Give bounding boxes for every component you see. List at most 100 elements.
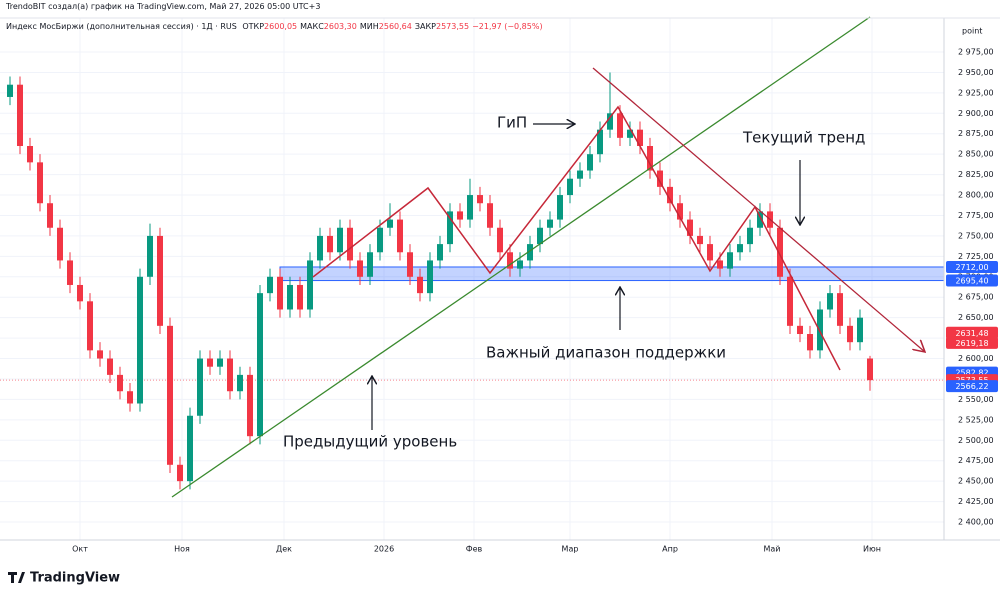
candle-body [437, 244, 443, 261]
price-label-box [946, 326, 998, 339]
candle-body [387, 219, 393, 228]
candle-body [817, 309, 823, 351]
change: −21,97 (−0,85%) [472, 22, 543, 31]
y-tick-label: 2 900,00 [958, 109, 994, 118]
candle-body [727, 252, 733, 269]
y-tick-label: 2 850,00 [958, 150, 994, 159]
candle-body [537, 227, 543, 245]
candle-body [407, 252, 413, 277]
candle-body [157, 235, 163, 326]
y-tick-label: 2 950,00 [958, 68, 994, 77]
candle-body [107, 358, 113, 375]
candle-body [597, 129, 603, 155]
candle-body [567, 178, 573, 196]
candle-body [77, 284, 83, 302]
candle-body [187, 415, 193, 482]
x-tick-label: Мар [562, 545, 579, 554]
candle-body [47, 203, 53, 228]
price-label: 2566,22 [955, 382, 988, 391]
candle-body [317, 235, 323, 261]
ohlc-value: 2600,05 [264, 22, 298, 31]
x-tick-label: Дек [276, 545, 292, 554]
price-label: 2712,00 [955, 263, 988, 272]
candle-body [457, 211, 463, 220]
support-zone [279, 266, 945, 282]
candle-body [377, 227, 383, 253]
candle-body [777, 227, 783, 277]
candle-body [577, 170, 583, 179]
y-tick-label: 2 975,00 [958, 48, 994, 57]
candle-body [527, 244, 533, 261]
candle-body [797, 325, 803, 335]
symbol: Индекс МосБиржи (дополнительная сессия) … [6, 22, 237, 31]
x-tick-label: 2026 [374, 545, 394, 554]
candle-body [197, 358, 203, 416]
ohlc-value: 2560,64 [378, 22, 412, 31]
candle-body [417, 276, 423, 294]
candle-body [97, 350, 103, 359]
candle-body [17, 84, 23, 147]
candle-body [687, 219, 693, 236]
candle-body [147, 235, 153, 277]
candle-body [277, 276, 283, 310]
candle-body [287, 284, 293, 310]
y-tick-label: 2 500,00 [958, 436, 994, 445]
x-tick-label: Май [763, 545, 780, 554]
candle-body [757, 211, 763, 228]
candle-body [167, 325, 173, 465]
y-tick-label: 2 825,00 [958, 170, 994, 179]
price-label-box [946, 260, 998, 273]
candle-body [397, 219, 403, 253]
candle-body [487, 203, 493, 228]
candle-body [587, 154, 593, 171]
price-label: 2695,40 [955, 277, 988, 286]
ohlc-name: ОТКР [242, 22, 265, 31]
candle-body [207, 358, 213, 367]
candle-body [847, 325, 853, 343]
ohlc-name: МИН [359, 22, 379, 31]
candle-body [677, 203, 683, 220]
candle-body [737, 244, 743, 253]
downtrend-line [592, 67, 925, 352]
candle-body [627, 129, 633, 138]
annotation: Предыдущий уровень [283, 433, 457, 451]
unit-label: point [962, 27, 982, 36]
candle-body [357, 260, 363, 277]
candle-body [447, 211, 453, 245]
ohlc-value: 2603,30 [323, 22, 357, 31]
y-tick-label: 2 600,00 [958, 354, 994, 363]
price-label: 2631,48 [955, 329, 988, 338]
candle-body [667, 186, 673, 204]
ohlc-name: ЗАКР [414, 22, 436, 31]
candle-body [127, 391, 133, 404]
y-tick-label: 2 775,00 [958, 211, 994, 220]
ohlc-value: 2573,55 [435, 22, 470, 31]
candle-body [467, 195, 473, 220]
candle-body [57, 227, 63, 261]
candle-body [217, 358, 223, 367]
candle-body [347, 227, 353, 261]
candle-body [367, 252, 373, 277]
logo-text: TradingView [30, 571, 120, 586]
candle-body [707, 244, 713, 261]
price-label-box [946, 274, 998, 287]
candle-body [327, 235, 333, 253]
candle-body [137, 276, 143, 404]
candle-body [27, 146, 33, 163]
candle-body [247, 374, 253, 437]
price-label-box [946, 380, 998, 393]
y-tick-label: 2 400,00 [958, 518, 994, 527]
candle-body [657, 170, 663, 187]
credit: TrendoBIT создал(а) график на TradingVie… [6, 2, 321, 11]
candle-body [507, 252, 513, 269]
y-tick-label: 2 725,00 [958, 252, 994, 261]
candle-body [477, 195, 483, 204]
candle-body [647, 146, 653, 171]
candle-body [297, 284, 303, 310]
y-tick-label: 2 800,00 [958, 191, 994, 200]
candle-body [307, 260, 313, 310]
candle-body [227, 358, 233, 392]
candle-body [807, 334, 813, 351]
